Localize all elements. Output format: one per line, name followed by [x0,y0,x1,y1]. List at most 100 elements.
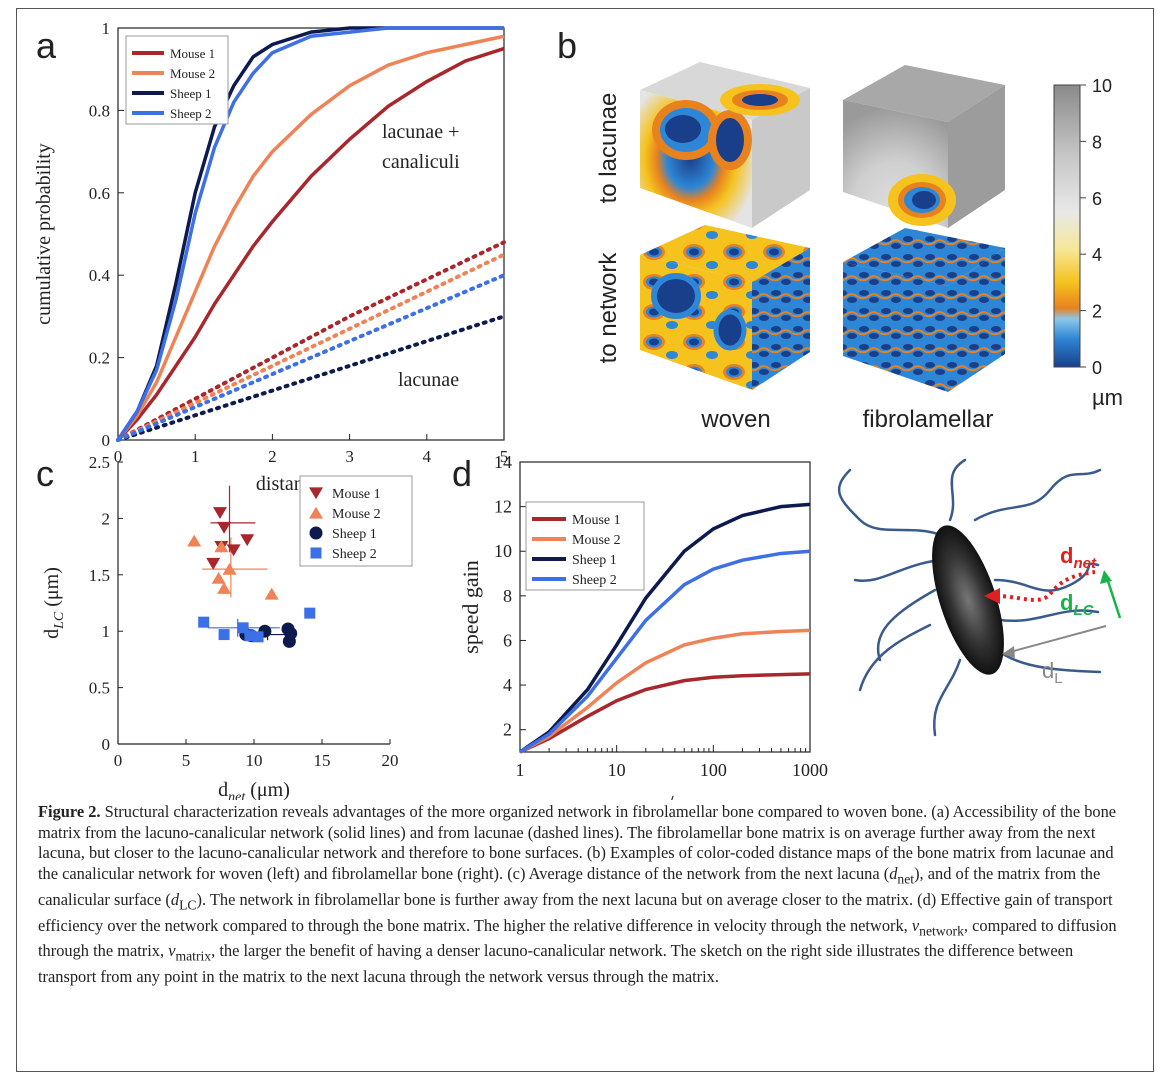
series-line-mouse-1 [519,672,811,754]
panel-letter-b: b [557,25,577,66]
data-point-sheep-2 [252,631,264,643]
data-point-mouse-2 [264,587,279,600]
colorbar-tick-label: 4 [1092,245,1102,265]
y-tick-label: 6 [503,630,512,650]
legend-marker [309,526,323,540]
figure-frame [16,8,1154,1072]
x-tick-label: 1000 [792,760,828,780]
data-point-mouse-2 [222,562,237,575]
legend-label: Sheep 2 [572,573,617,588]
y-tick-label: 0.2 [89,349,110,368]
legend-label: Mouse 1 [572,513,621,528]
annotation-lacunae-canaliculi: lacunae + [382,121,459,143]
x-tick-label: 100 [700,760,727,780]
series-line-sheep-1 [519,502,811,754]
series-line-mouse-2-solid [116,34,505,442]
y-axis-label: cumulative probability [33,143,55,325]
legend-label: Mouse 1 [332,487,381,502]
legend-label: Mouse 2 [170,66,215,81]
legend-label: Sheep 1 [572,553,617,568]
series-line-mouse-1-dotted [116,240,506,442]
annotation-lacunae-canaliculi-2: canaliculi [382,151,460,173]
y-tick-label: 8 [503,586,512,606]
y-tick-label: 2.5 [89,453,110,472]
row-label-to-network: to network [595,252,622,364]
transport-sketch: dnet dLC dL [838,458,1122,737]
data-point-sheep-2 [304,607,316,619]
y-tick-label: 0.8 [89,101,110,120]
data-point-sheep-2 [237,622,249,634]
x-tick-label: 20 [382,751,399,770]
data-point-mouse-1 [206,557,221,570]
caption-label: Figure 2. [38,802,101,821]
y-tick-label: 12 [494,497,512,517]
label-d-l: dL [1042,658,1063,687]
series-line-mouse-2-dotted [116,252,506,442]
row-label-to-lacunae: to lacunae [595,93,622,204]
x-tick-label: 15 [314,751,331,770]
x-tick-label: 4 [423,447,432,466]
data-point-mouse-1 [213,507,227,520]
data-point-sheep-2 [244,630,256,642]
series-line-sheep-1-dotted [116,314,506,442]
x-tick-label: 0 [114,751,123,770]
colorbar-tick-label: 6 [1092,189,1102,209]
data-point-sheep-2 [218,629,230,641]
legend-box [525,501,645,591]
y-tick-label: 0.6 [89,184,110,203]
plot-frame [117,27,505,441]
series-line-sheep-2 [519,549,811,754]
colorbar-tick-label: 8 [1092,132,1102,152]
plot-frame [519,461,811,753]
y-axis-label: dLC (μm) [41,567,67,639]
panel-letter-d: d [452,453,472,494]
legend-label: Sheep 2 [170,106,212,121]
colorbar-unit: µm [1092,385,1123,410]
legend-marker [309,487,323,500]
chart-c: 0 5 10 15 20 0 0.5 1 1.5 2 2.5 dnet (μm) dLC (μm) Mou… [41,453,413,800]
series-line-mouse-2 [519,628,811,754]
y-tick-label: 14 [494,452,512,472]
y-tick-label: 1.5 [89,566,110,585]
x-axis-label: dnet (μm) [218,779,290,800]
y-tick-label: 1 [102,19,111,38]
colorbar-tick-label: 0 [1092,358,1102,378]
y-tick-label: 4 [503,675,512,695]
map-woven-network [640,225,810,390]
y-tick-label: 0.4 [89,266,111,285]
data-point-mouse-1 [226,544,241,557]
lacuna-shape [932,525,1004,675]
y-tick-label: 1 [102,622,111,641]
data-point-mouse-2 [211,571,226,584]
colorbar [1053,84,1081,368]
label-d-net: dnet [1060,543,1097,572]
x-tick-label: 1 [516,760,525,780]
panel-letter-c: c [36,453,54,494]
series-line-sheep-2-dotted [116,273,506,442]
data-point-mouse-2 [217,582,232,594]
series-line-mouse-1-solid [116,46,505,442]
x-tick-label: 2 [268,447,277,466]
d-net-path [995,570,1096,602]
x-tick-label: 10 [608,760,626,780]
y-tick-label: 0.5 [89,679,110,698]
x-tick-label: 1 [191,447,200,466]
x-tick-label: 3 [345,447,354,466]
y-tick-label: 2 [102,509,111,528]
series-line-sheep-2-solid [116,26,504,441]
data-point-mouse-2 [187,534,202,547]
col-label-fibrolamellar: fibrolamellar [863,406,994,433]
legend-label: Mouse 1 [170,46,215,61]
x-axis-label: vnetwork / vmatrix [598,792,732,800]
col-label-woven: woven [700,406,770,433]
legend-label: Mouse 2 [572,533,621,548]
data-point-mouse-2 [214,540,229,553]
y-tick-label: 0 [102,735,111,754]
figure-caption: Figure 2. Structural characterization re… [38,802,1133,988]
legend-label: Sheep 2 [332,547,377,562]
data-point-sheep-1 [284,626,298,640]
y-axis-label: speed gain [458,560,483,653]
data-point-mouse-1 [217,521,232,534]
map-woven-lacunae [640,62,810,228]
